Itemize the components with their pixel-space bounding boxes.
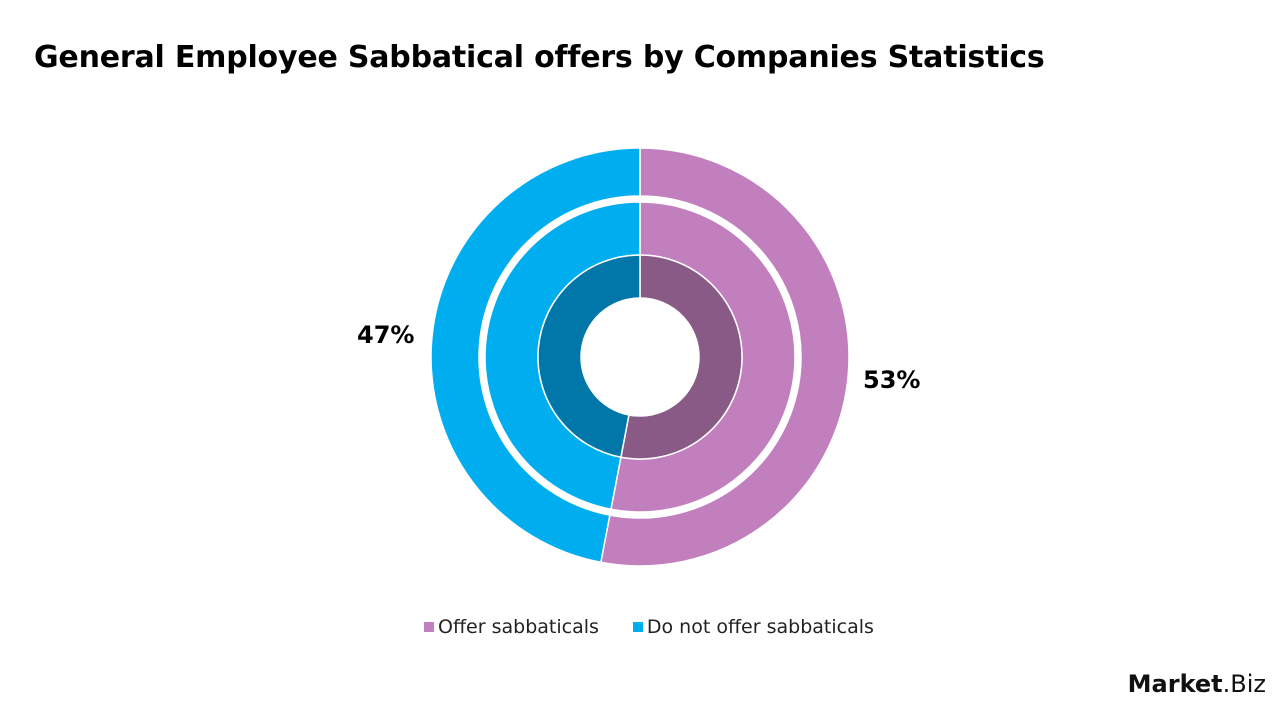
offer-swatch-icon xyxy=(424,622,434,632)
chart-legend: Offer sabbaticals Do not offer sabbatica… xyxy=(424,616,908,638)
offer-percent-label: 53% xyxy=(863,366,921,394)
logo-bold-text: Market xyxy=(1127,670,1223,698)
not-offer-percent-label: 47% xyxy=(357,321,415,349)
not-offer-swatch-icon xyxy=(632,622,643,632)
logo-light-text: .Biz xyxy=(1222,670,1266,698)
outer-ring-segment-offer xyxy=(599,147,850,567)
legend-label: Do not offer sabbaticals xyxy=(646,616,874,638)
chart-title: General Employee Sabbatical offers by Co… xyxy=(34,40,1045,75)
marketbiz-logo: Market .Biz xyxy=(1128,670,1266,698)
legend-item-offer: Offer sabbaticals xyxy=(424,616,599,638)
inner-ring-segment-not-offer xyxy=(537,254,641,459)
legend-item-not-offer: Do not offer sabbaticals xyxy=(632,616,874,638)
inner-ring-segment-offer xyxy=(620,254,743,460)
legend-label: Offer sabbaticals xyxy=(438,616,599,638)
outer-ring-segment-not-offer xyxy=(430,147,641,564)
